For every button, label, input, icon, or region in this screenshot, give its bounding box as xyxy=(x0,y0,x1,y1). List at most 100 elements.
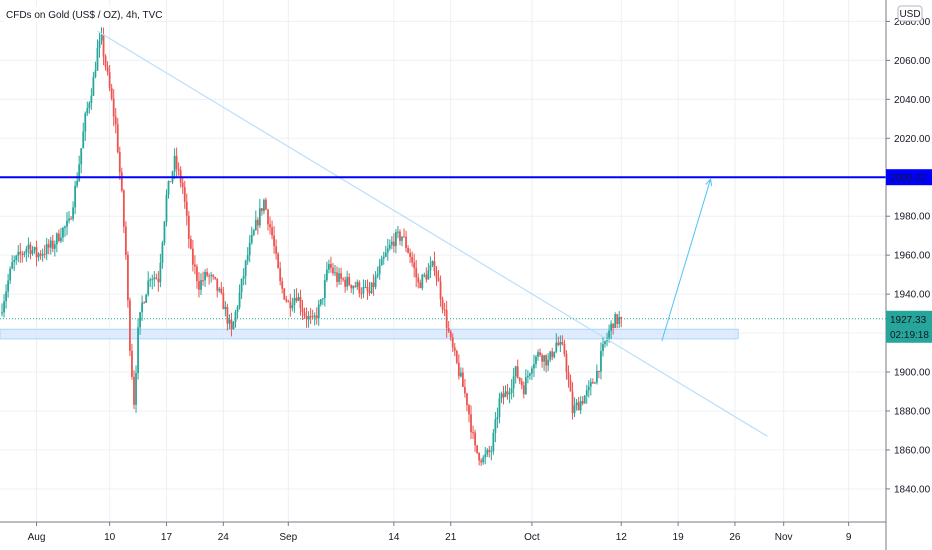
support-zone[interactable] xyxy=(0,328,739,340)
candle-up xyxy=(496,416,499,420)
candle-down xyxy=(273,235,275,247)
candle-down xyxy=(571,391,574,414)
candle-up xyxy=(96,48,99,71)
candle-down xyxy=(118,152,121,173)
candle-up xyxy=(9,268,12,281)
candle-up xyxy=(291,305,294,309)
candle-down xyxy=(21,254,24,256)
candle-up xyxy=(386,248,389,253)
candle-down xyxy=(392,241,395,247)
candle-up xyxy=(80,148,83,165)
candle-down xyxy=(51,240,54,249)
candle-up xyxy=(74,185,77,208)
candle-down xyxy=(557,342,560,346)
time-axis-label: 26 xyxy=(729,532,741,543)
candle-down xyxy=(439,281,442,300)
candle-up xyxy=(573,405,576,414)
candle-down xyxy=(226,306,229,324)
candle-up xyxy=(68,218,70,221)
candle-down xyxy=(287,300,290,302)
candle-down xyxy=(561,341,564,345)
candle-down xyxy=(267,209,269,225)
candle-up xyxy=(390,241,393,245)
candle-up xyxy=(147,280,150,295)
candle-up xyxy=(401,236,403,241)
candle-down xyxy=(191,248,194,265)
candle-down xyxy=(565,354,568,372)
candle-up xyxy=(254,219,257,231)
time-axis-label: 24 xyxy=(218,532,230,543)
candle-up xyxy=(100,34,103,41)
candle-up xyxy=(72,207,74,219)
candle-up xyxy=(60,237,62,241)
candle-down xyxy=(157,278,160,283)
candle-down xyxy=(108,72,111,88)
candle-down xyxy=(183,187,186,202)
resistance-price-label: 2000.02 xyxy=(890,173,927,184)
candle-down xyxy=(277,253,280,269)
candle-down xyxy=(169,181,172,183)
candle-up xyxy=(23,252,26,255)
candle-up xyxy=(210,275,213,277)
candle-up xyxy=(7,280,10,292)
candle-down xyxy=(336,272,338,282)
candle-down xyxy=(271,227,273,236)
candle-down xyxy=(29,244,32,254)
candle-up xyxy=(307,316,310,320)
candle-down xyxy=(196,266,198,282)
candle-up xyxy=(602,344,604,352)
candle-down xyxy=(437,277,440,282)
candle-up xyxy=(94,70,97,77)
candle-up xyxy=(589,382,592,387)
candle-down xyxy=(581,401,584,404)
candle-up xyxy=(242,275,245,279)
candle-down xyxy=(212,275,215,277)
candle-down xyxy=(441,299,444,310)
candle-up xyxy=(533,364,535,369)
candle-up xyxy=(1,312,3,314)
time-axis-label: 21 xyxy=(445,532,457,543)
candle-up xyxy=(49,240,52,248)
candle-up xyxy=(153,277,156,280)
candle-down xyxy=(354,286,357,288)
candle-up xyxy=(149,279,152,281)
candle-up xyxy=(459,372,462,377)
candle-up xyxy=(45,244,48,254)
candle-up xyxy=(514,366,517,377)
candle-up xyxy=(555,342,558,352)
candle-down xyxy=(110,87,113,99)
candle-down xyxy=(330,264,332,268)
candle-up xyxy=(614,314,617,329)
candle-up xyxy=(490,451,493,453)
candle-down xyxy=(468,405,470,415)
candle-up xyxy=(575,402,578,406)
candle-down xyxy=(39,253,42,256)
candle-up xyxy=(228,319,231,324)
trend-line[interactable] xyxy=(97,30,768,437)
candle-down xyxy=(419,282,422,289)
candle-down xyxy=(344,279,347,287)
candle-down xyxy=(435,271,438,278)
candle-down xyxy=(407,248,409,253)
candle-up xyxy=(218,288,221,291)
candle-down xyxy=(265,199,267,210)
candle-down xyxy=(283,288,286,300)
candle-up xyxy=(141,302,144,313)
candle-up xyxy=(618,317,621,324)
candle-down xyxy=(185,201,188,216)
candle-up xyxy=(78,164,81,181)
candle-down xyxy=(279,268,282,282)
candle-up xyxy=(376,274,379,277)
candle-down xyxy=(181,182,184,188)
candle-up xyxy=(512,376,515,389)
currency-button[interactable] xyxy=(897,5,923,22)
candle-down xyxy=(569,379,572,392)
candle-up xyxy=(250,234,253,243)
candle-down xyxy=(194,264,196,267)
candle-up xyxy=(528,373,531,376)
candle-down xyxy=(47,244,50,248)
projection-arrow[interactable] xyxy=(661,179,712,342)
candle-down xyxy=(295,297,298,301)
candle-up xyxy=(378,265,381,275)
